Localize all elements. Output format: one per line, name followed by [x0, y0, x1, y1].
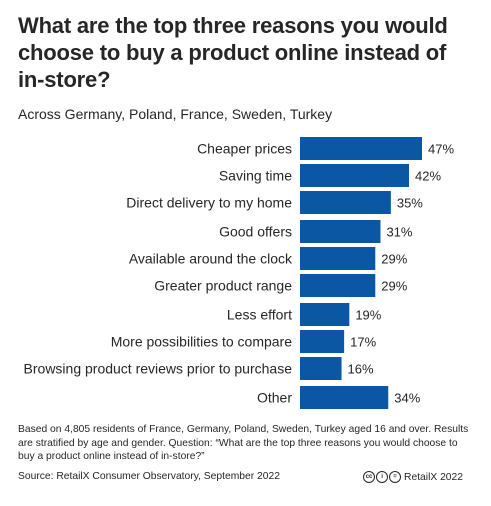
category-label: Other	[257, 390, 292, 406]
category-label: Saving time	[219, 168, 292, 184]
bar	[300, 303, 350, 326]
value-label: 35%	[397, 196, 423, 211]
value-label: 19%	[355, 308, 381, 323]
category-label: Good offers	[219, 224, 292, 240]
bar-chart: Cheaper prices 47% Saving time 42% Direct de…	[24, 137, 454, 409]
credit: cc i = RetailX 2022	[363, 471, 463, 483]
source-note: Source: RetailX Consumer Observatory, Se…	[18, 471, 280, 482]
category-label: Less effort	[227, 307, 292, 323]
bar	[300, 247, 376, 270]
value-label: 29%	[381, 279, 407, 294]
footnote: Based on 4,805 residents of France, Germ…	[18, 424, 469, 462]
value-label: 31%	[386, 225, 412, 240]
value-label: 34%	[394, 391, 420, 406]
category-label: Direct delivery to my home	[126, 195, 292, 211]
nd-icon: =	[389, 471, 402, 483]
value-label: 47%	[428, 142, 454, 157]
chart-title: What are the top three reasons you would…	[18, 13, 448, 92]
value-label: 17%	[350, 335, 376, 350]
value-label: 16%	[348, 362, 374, 377]
value-label: 29%	[381, 252, 407, 267]
category-label: Greater product range	[154, 278, 292, 294]
category-label: Available around the clock	[129, 251, 293, 267]
category-label: More possibilities to compare	[111, 334, 293, 350]
bar	[300, 220, 381, 243]
bar	[300, 386, 389, 409]
credit-label: RetailX 2022	[404, 471, 463, 483]
category-label: Cheaper prices	[197, 141, 292, 157]
bar	[300, 274, 376, 297]
cc-icon: cc	[363, 471, 376, 483]
category-label: Browsing product reviews prior to purcha…	[24, 361, 293, 377]
value-label: 42%	[415, 169, 441, 184]
chart-subtitle: Across Germany, Poland, France, Sweden, …	[18, 106, 333, 122]
license-icons: cc i =	[363, 471, 402, 483]
bar	[300, 330, 345, 353]
by-icon: i	[376, 471, 389, 483]
bar	[300, 137, 422, 160]
bar	[300, 191, 391, 214]
bar	[300, 164, 410, 187]
bar	[300, 357, 342, 380]
